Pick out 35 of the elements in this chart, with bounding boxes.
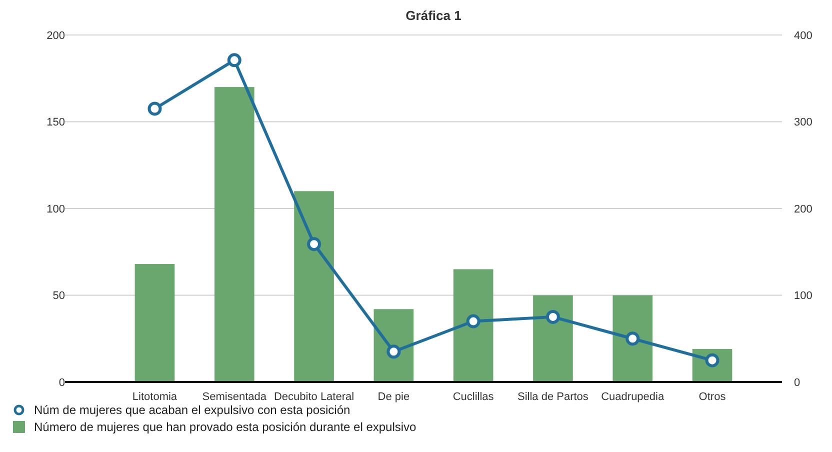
x-tick-label: De pie — [378, 391, 410, 403]
y2-tick-label: 400 — [794, 30, 812, 42]
x-tick-label: Decubito Lateral — [274, 391, 354, 403]
y-tick-label: 100 — [46, 203, 65, 216]
y-tick-label: 150 — [46, 116, 65, 129]
x-tick-label: Semisentada — [202, 391, 268, 403]
point — [386, 344, 401, 359]
x-tick-label: Litotomia — [132, 391, 178, 403]
legend-label: Número de mujeres que han provado esta posición durante el expulsivo — [34, 420, 417, 434]
point — [466, 314, 480, 328]
bar — [134, 264, 175, 382]
point — [307, 237, 322, 252]
y2-tick-label: 300 — [794, 116, 812, 129]
bar — [612, 295, 653, 382]
y2-tick-label: 200 — [794, 203, 812, 216]
y-tick-label: 50 — [52, 290, 65, 302]
point — [227, 53, 242, 68]
point — [148, 102, 162, 116]
x-tick-label: Cuclillas — [452, 391, 494, 403]
point — [626, 332, 640, 346]
bar — [374, 309, 414, 382]
y2-tick-label: 0 — [794, 376, 800, 389]
legend-label: Núm de mujeres que acaban el expulsivo con esta posición — [34, 403, 350, 418]
x-tick-label: Silla de Partos — [518, 391, 589, 403]
y2-tick-label: 100 — [794, 290, 812, 302]
y-tick-label: 0 — [58, 376, 65, 389]
y-tick-label: 200 — [46, 30, 65, 42]
bar — [533, 295, 573, 382]
x-tick-label: Cuadrupedia — [601, 391, 665, 403]
bar — [294, 191, 334, 382]
bar — [214, 87, 254, 382]
bar — [453, 269, 494, 382]
point — [546, 310, 560, 324]
x-tick-label: Otros — [698, 391, 726, 403]
chart-title: Gráfica 1 — [406, 8, 462, 23]
